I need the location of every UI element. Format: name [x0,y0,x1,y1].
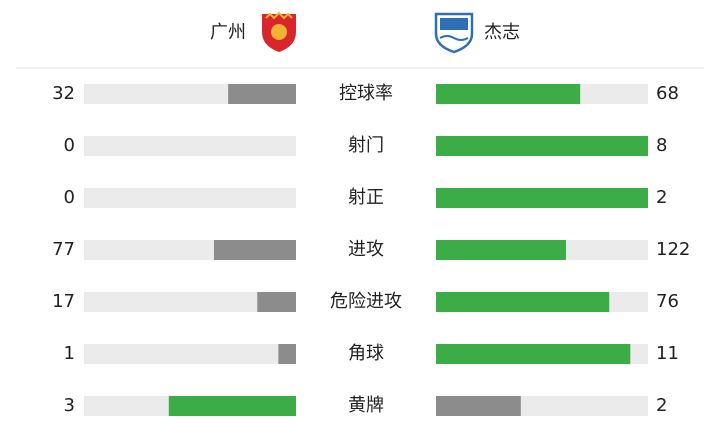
home-track [84,292,296,312]
home-value: 0 [64,187,75,208]
away-value: 68 [656,83,679,104]
home-value: 0 [64,135,75,156]
home-value: 3 [64,395,75,416]
home-value: 17 [52,291,75,312]
away-logo [434,12,474,54]
home-team: 广州 [210,22,246,43]
home-bar [168,396,296,416]
away-bar [436,188,648,208]
away-bar [436,344,631,364]
home-track [84,136,296,156]
stat-label: 危险进攻 [330,291,402,312]
away-bar [436,292,610,312]
stat-label: 进攻 [348,239,384,260]
stat-label: 黄牌 [348,395,384,416]
away-value: 122 [656,239,690,260]
away-value: 2 [656,395,667,416]
home-bar [257,292,296,312]
away-bar [436,396,521,416]
home-bar [278,344,296,364]
away-bar [436,136,648,156]
away-bar [436,240,566,260]
home-value: 77 [52,239,75,260]
away-value: 8 [656,135,667,156]
home-track [84,188,296,208]
home-bar [213,240,296,260]
stat-label: 射正 [348,187,384,208]
away-value: 2 [656,187,667,208]
home-logo [262,11,296,52]
stat-label: 射门 [348,135,384,156]
away-value: 76 [656,291,679,312]
stat-label: 控球率 [339,83,393,104]
stat-label: 角球 [348,343,384,364]
home-value: 1 [64,343,75,364]
home-bar [228,84,296,104]
away-value: 11 [656,343,679,364]
home-value: 32 [52,83,75,104]
away-bar [436,84,581,104]
home-track [84,344,296,364]
away-team: 杰志 [484,22,520,43]
